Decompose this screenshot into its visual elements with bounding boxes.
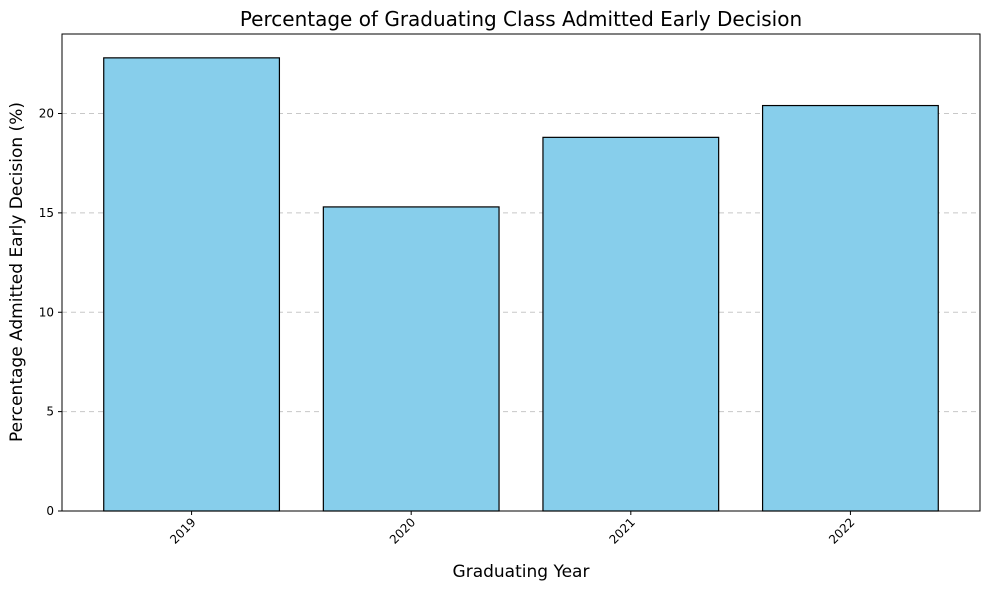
x-axis-ticks: 2019 2020 2021 2022 bbox=[167, 511, 858, 547]
y-tick-label: 10 bbox=[39, 305, 54, 319]
bar-2021 bbox=[542, 136, 720, 512]
y-axis-ticks: 0 5 10 15 20 bbox=[39, 107, 62, 518]
x-tick-label: 2021 bbox=[606, 515, 637, 546]
bars bbox=[103, 57, 939, 512]
plot-frame bbox=[61, 33, 981, 512]
bar-2020 bbox=[322, 206, 500, 512]
chart-title: Percentage of Graduating Class Admitted … bbox=[240, 7, 802, 31]
bar-2022 bbox=[761, 104, 939, 512]
y-tick-label: 5 bbox=[46, 405, 54, 419]
y-tick-label: 20 bbox=[39, 107, 54, 121]
bar-2019 bbox=[103, 57, 281, 512]
y-tick-label: 0 bbox=[46, 504, 54, 518]
y-tick-label: 15 bbox=[39, 206, 54, 220]
x-axis-title: Graduating Year bbox=[453, 562, 590, 582]
x-tick-label: 2022 bbox=[826, 515, 857, 546]
y-axis-title: Percentage Admitted Early Decision (%) bbox=[7, 102, 27, 442]
x-tick-label: 2020 bbox=[387, 515, 418, 546]
x-tick-label: 2019 bbox=[167, 515, 198, 546]
